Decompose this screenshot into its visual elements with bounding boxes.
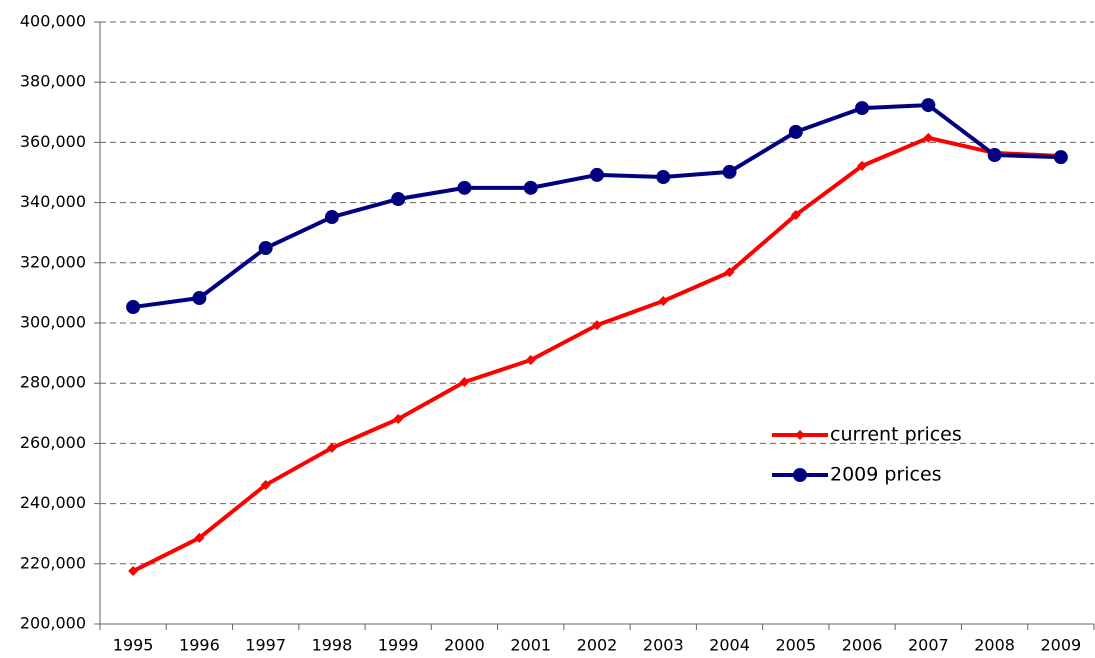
y-tick-label: 220,000	[20, 553, 86, 572]
data-point	[393, 414, 404, 425]
data-point	[724, 267, 735, 278]
x-tick-label: 1997	[245, 636, 286, 655]
x-tick-label: 2009	[1041, 636, 1082, 655]
x-tick-label: 1998	[312, 636, 353, 655]
x-tick-label: 2005	[775, 636, 816, 655]
x-tick-label: 2001	[510, 636, 551, 655]
legend-label: 2009 prices	[830, 464, 942, 486]
y-tick-label: 340,000	[20, 192, 86, 211]
legend-marker	[793, 468, 807, 482]
data-point	[722, 164, 737, 179]
x-tick-label: 2006	[842, 636, 883, 655]
data-point	[855, 101, 870, 116]
x-tick-label: 2003	[643, 636, 684, 655]
data-point	[391, 191, 406, 206]
data-point	[788, 124, 803, 139]
y-tick-label: 200,000	[20, 614, 86, 633]
data-point	[790, 209, 801, 220]
x-tick-label: 2002	[577, 636, 618, 655]
data-point	[523, 180, 538, 195]
data-point	[459, 376, 470, 387]
data-point	[194, 532, 205, 543]
data-point	[1053, 150, 1068, 165]
y-tick-label: 300,000	[20, 313, 86, 332]
data-point	[260, 479, 271, 490]
data-point	[192, 291, 207, 306]
data-point	[592, 320, 602, 331]
data-point	[324, 210, 339, 225]
data-point	[525, 355, 536, 366]
series-line	[132, 103, 1061, 310]
y-tick-label: 380,000	[20, 72, 86, 91]
data-point	[987, 148, 1002, 163]
data-point	[923, 132, 934, 143]
data-point	[921, 98, 936, 113]
y-tick-label: 280,000	[20, 373, 86, 392]
data-point	[658, 296, 669, 307]
legend-label: current prices	[830, 424, 962, 446]
data-point	[126, 300, 141, 315]
data-point	[128, 566, 139, 577]
x-tick-label: 2004	[709, 636, 750, 655]
y-tick-label: 360,000	[20, 132, 86, 151]
x-tick-label: 1999	[378, 636, 419, 655]
data-point	[857, 160, 868, 171]
x-tick-label: 1995	[113, 636, 154, 655]
x-tick-label: 2007	[908, 636, 949, 655]
x-tick-label: 2000	[444, 636, 485, 655]
legend-marker	[795, 430, 805, 440]
y-tick-label: 260,000	[20, 433, 86, 452]
x-tick-label: 2008	[974, 636, 1015, 655]
x-tick-label: 1996	[179, 636, 220, 655]
y-tick-label: 400,000	[20, 12, 86, 31]
y-tick-label: 320,000	[20, 252, 86, 271]
y-tick-label: 240,000	[20, 493, 86, 512]
data-point	[258, 241, 273, 256]
data-point	[590, 167, 604, 182]
data-point	[656, 170, 671, 185]
data-point	[326, 442, 337, 453]
data-point	[457, 180, 472, 195]
